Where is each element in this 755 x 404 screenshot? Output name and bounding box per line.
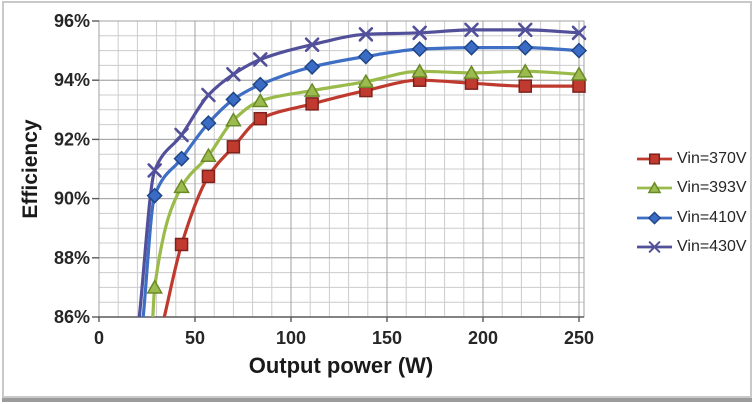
x-marker	[304, 37, 320, 52]
legend-item-vin-370v: Vin=370V	[636, 144, 747, 174]
diamond-marker	[647, 211, 662, 225]
x-marker	[464, 22, 479, 38]
x-marker	[571, 25, 587, 41]
x-marker	[174, 127, 189, 143]
triangle-marker	[647, 181, 662, 194]
series-line-vin=393v	[151, 69, 580, 317]
legend-marker-triangle	[637, 181, 672, 194]
legend-label: Vin=430V	[677, 238, 747, 256]
x-tick-label: 200	[468, 328, 498, 348]
x-tick-label: 150	[372, 328, 402, 348]
legend-marker-diamond	[637, 211, 672, 225]
series-markers	[146, 22, 588, 294]
triangle-marker	[200, 147, 217, 163]
square-marker	[226, 140, 241, 154]
figure-bottom-shadow	[2, 398, 752, 402]
triangle-marker	[303, 82, 321, 97]
figure-border	[2, 1, 752, 398]
legend-marker-square	[637, 153, 672, 165]
x-marker	[412, 25, 427, 41]
triangle-marker	[225, 112, 242, 127]
triangle-marker	[463, 64, 480, 80]
y-axis-title: Efficiency	[19, 119, 42, 219]
triangle-marker	[357, 73, 375, 89]
diamond-marker	[146, 187, 163, 204]
diamond-marker	[463, 39, 480, 56]
y-tick-label: 86%	[54, 307, 90, 327]
x-marker	[517, 22, 533, 38]
square-marker	[174, 237, 189, 252]
legend-marker-x	[637, 241, 672, 254]
x-tick-labels: 0 50 100 150 200 250	[94, 328, 594, 348]
diamond-marker	[225, 91, 242, 108]
diamond-marker	[570, 42, 588, 59]
axes	[92, 20, 584, 322]
x-marker	[147, 163, 162, 178]
y-tick-labels: 86% 88% 90% 92% 94% 96%	[54, 11, 90, 327]
legend-item-vin-410v: Vin=410V	[636, 203, 747, 233]
triangle-marker	[411, 63, 428, 78]
legend-label: Vin=410V	[677, 208, 747, 226]
x-tick-label: 100	[276, 328, 306, 348]
chart-legend: Vin=370V Vin=393V Vin=410V Vin=430V	[636, 144, 747, 262]
triangle-marker	[173, 178, 190, 194]
legend-label: Vin=370V	[677, 149, 747, 167]
square-marker	[305, 97, 319, 111]
diamond-marker	[411, 41, 428, 58]
diamond-marker	[252, 76, 269, 93]
x-tick-label: 0	[94, 328, 104, 348]
diamond-marker	[200, 115, 217, 132]
x-marker	[226, 66, 241, 82]
x-marker	[252, 52, 268, 67]
legend-item-vin-430v: Vin=430V	[636, 233, 747, 263]
x-axis-title: Output power (W)	[248, 353, 434, 378]
triangle-marker	[251, 92, 269, 108]
triangle-marker	[516, 63, 534, 78]
x-marker	[201, 87, 216, 103]
legend-label: Vin=393V	[677, 179, 747, 197]
y-tick-label: 88%	[54, 248, 90, 268]
x-marker	[648, 241, 661, 254]
y-tick-label: 94%	[54, 70, 90, 90]
diamond-marker	[173, 150, 190, 167]
x-marker	[358, 27, 374, 42]
y-tick-label: 90%	[54, 189, 90, 209]
y-tick-label: 96%	[54, 11, 90, 31]
diamond-marker	[357, 48, 374, 65]
square-marker	[572, 79, 586, 93]
square-marker	[518, 79, 532, 93]
triangle-marker	[146, 279, 163, 294]
square-marker	[648, 153, 661, 165]
diamond-marker	[304, 58, 321, 75]
y-tick-label: 92%	[54, 129, 90, 149]
square-marker	[201, 169, 216, 184]
triangle-marker	[570, 66, 588, 81]
square-marker	[253, 111, 268, 126]
x-tick-label: 50	[185, 328, 205, 348]
diamond-marker	[517, 39, 534, 56]
x-tick-label: 250	[564, 328, 594, 348]
legend-item-vin-393v: Vin=393V	[636, 174, 747, 204]
